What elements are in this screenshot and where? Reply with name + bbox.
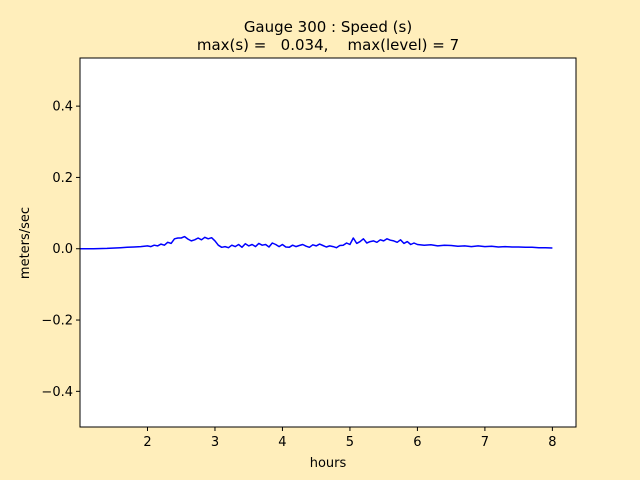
x-tick-label: 7 — [481, 435, 489, 450]
x-tick-label: 3 — [211, 435, 219, 450]
chart-title: Gauge 300 : Speed (s) — [244, 18, 412, 36]
chart-subtitle: max(s) = 0.034, max(level) = 7 — [197, 36, 459, 54]
x-tick-label: 2 — [143, 435, 151, 450]
x-tick-label: 6 — [413, 435, 421, 450]
x-tick-label: 4 — [278, 435, 286, 450]
x-tick-label: 8 — [548, 435, 556, 450]
y-tick-label: −0.4 — [41, 385, 73, 400]
y-tick-label: −0.2 — [41, 314, 73, 329]
y-axis-ticks: 0.4 0.2 0.0 −0.2 −0.4 — [41, 100, 80, 400]
y-tick-label: 0.0 — [52, 242, 73, 257]
y-tick-label: 0.4 — [52, 100, 73, 115]
speed-series-line — [80, 235, 553, 250]
x-axis-ticks: 2 3 4 5 6 7 8 — [143, 427, 557, 450]
plot-area — [80, 58, 576, 427]
x-axis-label: hours — [310, 456, 347, 471]
plot-frame — [79, 57, 577, 428]
y-tick-label: 0.2 — [52, 171, 73, 186]
y-axis-label: meters/sec — [18, 207, 33, 279]
x-tick-label: 5 — [346, 435, 354, 450]
